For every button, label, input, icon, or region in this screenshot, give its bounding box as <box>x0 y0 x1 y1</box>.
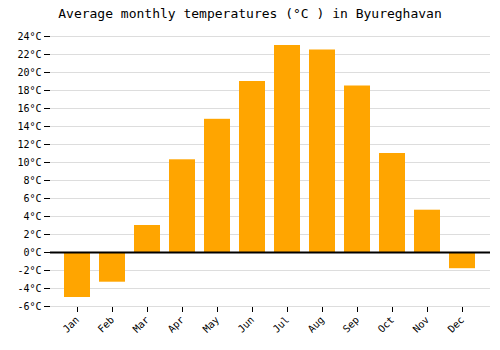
svg-text:16°C: 16°C <box>17 103 41 114</box>
svg-text:6°C: 6°C <box>23 193 41 204</box>
svg-text:14°C: 14°C <box>17 121 41 132</box>
svg-text:4°C: 4°C <box>23 211 41 222</box>
svg-text:Feb: Feb <box>96 314 117 335</box>
svg-text:-6°C: -6°C <box>17 301 41 312</box>
svg-text:22°C: 22°C <box>17 49 41 60</box>
svg-text:Sep: Sep <box>341 314 362 335</box>
svg-text:-2°C: -2°C <box>17 265 41 276</box>
svg-text:-4°C: -4°C <box>17 283 41 294</box>
svg-text:0°C: 0°C <box>23 247 41 258</box>
svg-text:20°C: 20°C <box>17 67 41 78</box>
svg-text:12°C: 12°C <box>17 139 41 150</box>
svg-text:Apr: Apr <box>166 314 187 335</box>
svg-text:Jul: Jul <box>271 314 292 335</box>
svg-text:24°C: 24°C <box>17 31 41 42</box>
svg-text:10°C: 10°C <box>17 157 41 168</box>
svg-text:May: May <box>201 314 222 335</box>
svg-text:Dec: Dec <box>446 314 467 335</box>
svg-text:Mar: Mar <box>131 314 152 335</box>
svg-text:Jun: Jun <box>236 314 257 335</box>
svg-text:8°C: 8°C <box>23 175 41 186</box>
svg-text:2°C: 2°C <box>23 229 41 240</box>
svg-text:Aug: Aug <box>306 314 327 335</box>
svg-text:Jan: Jan <box>61 314 82 335</box>
svg-text:18°C: 18°C <box>17 85 41 96</box>
svg-text:Nov: Nov <box>411 314 432 335</box>
html-text:Average monthly temperatures (: Average monthly temperatures (°C ) in By… <box>58 6 442 21</box>
svg-text:Oct: Oct <box>376 314 397 335</box>
